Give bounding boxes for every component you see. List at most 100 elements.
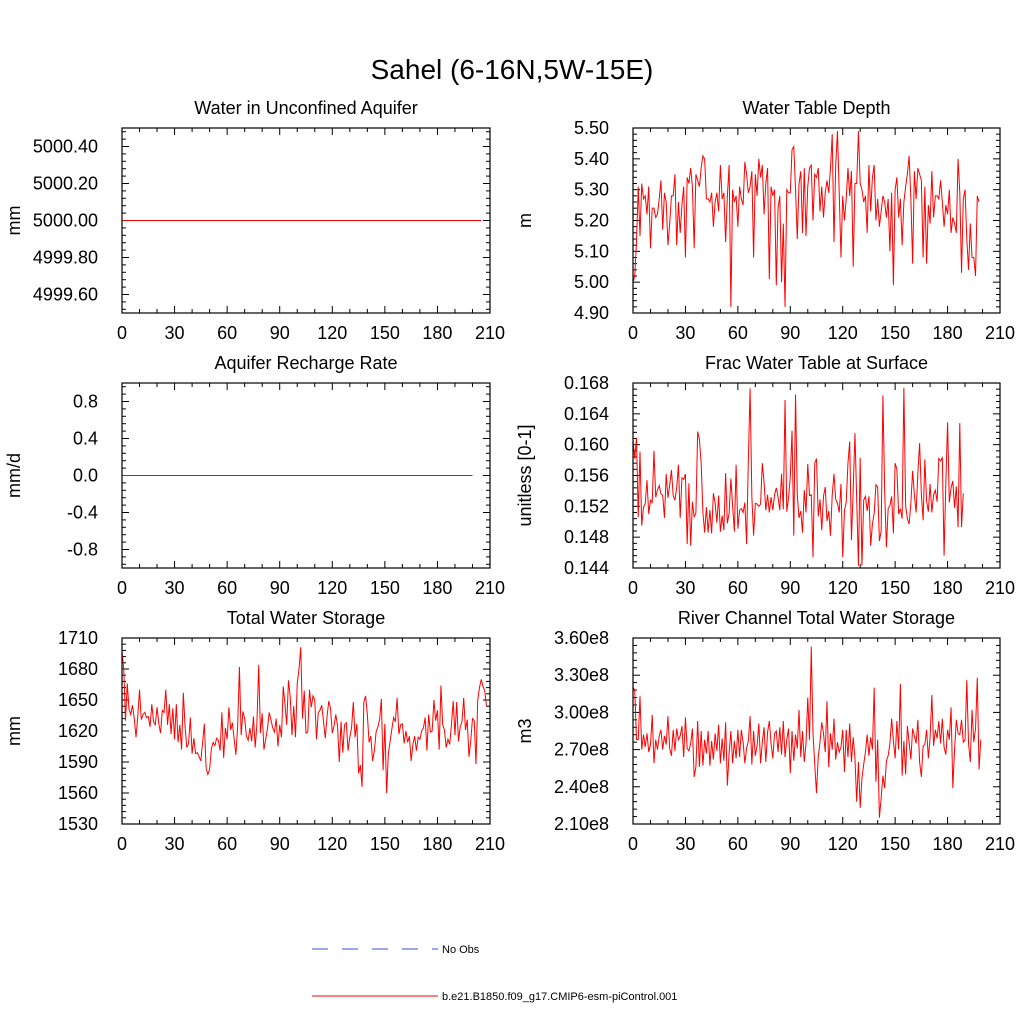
- series-line: [632, 131, 980, 307]
- x-tick-label: 60: [728, 578, 748, 598]
- x-tick-label: 180: [422, 323, 452, 343]
- plot-frame: [121, 637, 491, 825]
- x-tick-label: 120: [317, 578, 347, 598]
- x-tick-label: 150: [880, 834, 910, 854]
- y-tick-label: 4.90: [574, 303, 609, 323]
- x-tick-label: 120: [317, 834, 347, 854]
- x-tick-label: 90: [780, 578, 800, 598]
- x-tick-label: 180: [422, 834, 452, 854]
- x-tick-label: 210: [475, 578, 505, 598]
- x-tick-label: 150: [370, 323, 400, 343]
- x-tick-label: 210: [475, 834, 505, 854]
- y-tick-label: 5.00: [574, 272, 609, 292]
- x-tick-label: 0: [628, 323, 638, 343]
- y-tick-label: 0.168: [564, 373, 609, 393]
- series-line: [632, 387, 964, 566]
- y-tick-label: 0.160: [564, 435, 609, 455]
- y-tick-label: 1680: [58, 659, 98, 679]
- panels: Water in Unconfined Aquifer mm 0 30 60 90 120 1…: [4, 98, 1015, 854]
- x-tick-label: 150: [880, 323, 910, 343]
- y-tick-label: 0.4: [73, 429, 98, 449]
- panel-title: Total Water Storage: [227, 608, 385, 628]
- x-tick-label: 120: [828, 323, 858, 343]
- y-axis-label: mm/d: [4, 453, 24, 498]
- panel-total-water-storage: Total Water Storage mm 0 30 60 90 120 150 180 210…: [4, 608, 505, 854]
- plot-frame: [121, 127, 491, 314]
- panel-title: River Channel Total Water Storage: [678, 608, 955, 628]
- x-tick-label: 60: [728, 834, 748, 854]
- x-tick-label: 0: [117, 323, 127, 343]
- y-tick-label: 1590: [58, 752, 98, 772]
- plot-frame: [632, 127, 1001, 314]
- panel-water-table-depth: Water Table Depth m 0 30 60 90 120 150 180 210 4.9…: [515, 98, 1015, 343]
- plot-frame: [632, 382, 1001, 569]
- legend-label-no-obs: No Obs: [442, 944, 480, 956]
- x-tick-label: 90: [270, 834, 290, 854]
- y-tick-label: 1530: [58, 814, 98, 834]
- x-tick-label: 180: [933, 323, 963, 343]
- x-tick-label: 60: [217, 578, 237, 598]
- x-tick-label: 90: [780, 834, 800, 854]
- x-tick-label: 210: [985, 578, 1015, 598]
- x-tick-label: 180: [933, 578, 963, 598]
- y-tick-label: 4999.80: [33, 248, 98, 268]
- legend-label-model-run: b.e21.B1850.f09_g17.CMIP6-esm-piControl.…: [442, 991, 677, 1003]
- x-tick-label: 180: [933, 834, 963, 854]
- legend: No Obs b.e21.B1850.f09_g17.CMIP6-esm-piC…: [312, 944, 677, 1003]
- y-tick-label: 0.144: [564, 558, 609, 578]
- x-tick-label: 30: [165, 323, 185, 343]
- x-tick-label: 30: [165, 834, 185, 854]
- x-tick-label: 150: [370, 578, 400, 598]
- x-tick-label: 150: [370, 834, 400, 854]
- x-tick-label: 210: [985, 323, 1015, 343]
- y-tick-label: 5000.20: [33, 174, 98, 194]
- panel-title: Frac Water Table at Surface: [705, 353, 928, 373]
- x-tick-label: 120: [317, 323, 347, 343]
- x-tick-label: 150: [880, 578, 910, 598]
- y-tick-label: 5.30: [574, 180, 609, 200]
- y-axis-label: mm: [4, 206, 24, 236]
- y-tick-label: 4999.60: [33, 285, 98, 305]
- y-tick-label: 1560: [58, 783, 98, 803]
- y-tick-label: 2.40e8: [554, 777, 609, 797]
- x-tick-label: 60: [217, 834, 237, 854]
- y-tick-label: 0.156: [564, 466, 609, 486]
- y-tick-label: 0.148: [564, 527, 609, 547]
- y-tick-label: 5.40: [574, 149, 609, 169]
- x-tick-label: 120: [828, 834, 858, 854]
- y-tick-label: 5.20: [574, 211, 609, 231]
- panel-river-channel-total-water-storage: River Channel Total Water Storage m3 0 30 60…: [515, 608, 1015, 854]
- x-tick-label: 210: [985, 834, 1015, 854]
- y-tick-label: -0.4: [67, 503, 98, 523]
- x-tick-label: 210: [475, 323, 505, 343]
- y-tick-label: 5.10: [574, 241, 609, 261]
- x-tick-label: 0: [117, 834, 127, 854]
- y-axis-label: m3: [515, 718, 535, 743]
- y-tick-label: 0.152: [564, 496, 609, 516]
- y-tick-label: 1650: [58, 690, 98, 710]
- y-tick-label: 0.0: [73, 466, 98, 486]
- y-axis-label: mm: [4, 716, 24, 746]
- panel-title: Aquifer Recharge Rate: [214, 353, 397, 373]
- x-tick-label: 0: [117, 578, 127, 598]
- x-tick-label: 180: [422, 578, 452, 598]
- x-tick-label: 30: [165, 578, 185, 598]
- y-axis-label: unitless [0-1]: [515, 424, 535, 526]
- x-tick-label: 0: [628, 578, 638, 598]
- x-tick-label: 60: [217, 323, 237, 343]
- y-tick-label: 0.164: [564, 404, 609, 424]
- y-tick-label: 2.70e8: [554, 740, 609, 760]
- plot-frame: [121, 382, 491, 569]
- x-tick-label: 30: [675, 323, 695, 343]
- y-tick-label: 3.30e8: [554, 665, 609, 685]
- panel-frac-water-table-at-surface: Frac Water Table at Surface unitless [0-1…: [515, 353, 1015, 598]
- x-tick-label: 60: [728, 323, 748, 343]
- x-tick-label: 90: [780, 323, 800, 343]
- series-line: [121, 647, 487, 794]
- y-tick-label: 3.60e8: [554, 628, 609, 648]
- y-tick-label: 0.8: [73, 392, 98, 412]
- y-axis-label: m: [515, 213, 535, 228]
- x-tick-label: 30: [675, 578, 695, 598]
- y-tick-label: 5000.00: [33, 211, 98, 231]
